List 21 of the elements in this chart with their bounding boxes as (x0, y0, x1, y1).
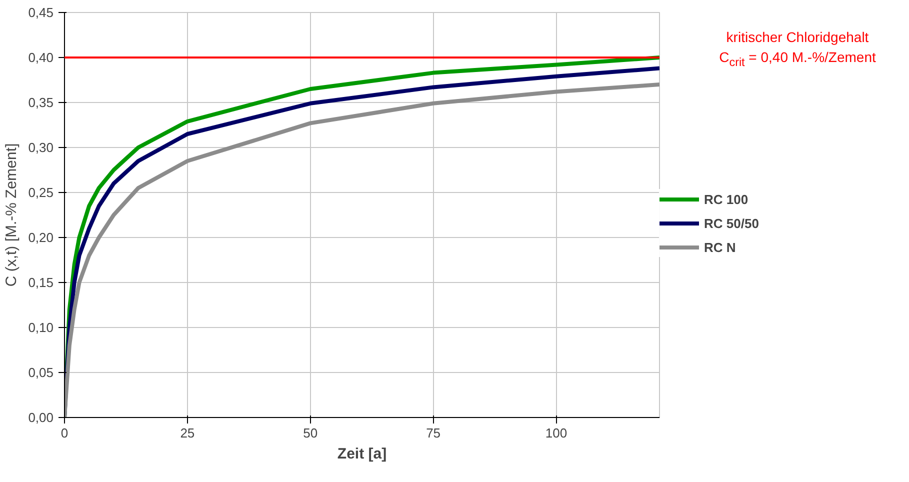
y-tick-label: 0,05 (28, 365, 54, 380)
y-tick-label: 0,25 (28, 185, 54, 200)
x-tick-label: 25 (180, 426, 195, 440)
x-tick-label: 100 (545, 426, 568, 440)
y-tick-label: 0,35 (28, 95, 54, 110)
y-axis-title: C (x,t) [M.-% Zement] (3, 143, 20, 287)
y-tick-label: 0,20 (28, 230, 54, 245)
y-tick-label: 0,45 (28, 5, 54, 20)
y-tick-label: 0,40 (28, 50, 54, 65)
y-tick-label: 0,10 (28, 320, 54, 335)
x-tick-label: 75 (426, 426, 441, 440)
ref-line-label: kritischer Chloridgehalt C$_{crit}$ = 0,40 M.-%/Zement (719, 28, 876, 70)
legend-label: RC 100 (704, 192, 748, 206)
x-axis-title: Zeit [a] (337, 446, 387, 462)
y-tick-label: 0,15 (28, 275, 54, 290)
x-tick-label: 0 (60, 426, 68, 440)
y-tick-label: 0,30 (28, 140, 54, 155)
legend-label: RC N (704, 240, 736, 254)
legend-label: RC 50/50 (704, 216, 759, 230)
y-tick-label: 0,00 (28, 410, 54, 425)
x-tick-label: 50 (303, 426, 318, 440)
